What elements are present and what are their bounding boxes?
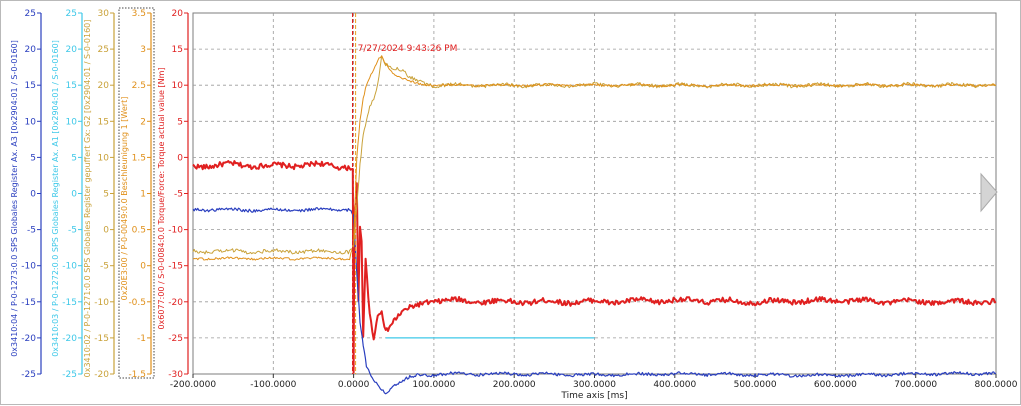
y-tick-label: -25: [21, 370, 36, 380]
y-tick-label: 1.5: [132, 153, 146, 163]
y-tick-label: 0.5: [132, 226, 146, 236]
y-tick-label: -0.5: [128, 298, 146, 308]
y-tick-label: -10: [21, 262, 36, 272]
y-tick-label: 3.5: [132, 9, 146, 19]
y-tick-label: 0: [103, 226, 109, 236]
y-tick-label: 15: [25, 81, 36, 91]
x-tick-label: 800.0000: [975, 380, 1018, 390]
scroll-right-arrow-icon[interactable]: [980, 172, 998, 213]
y-tick-label: 5: [103, 190, 109, 200]
y-tick-label: 25: [25, 9, 36, 19]
y-tick-label: -20: [94, 370, 109, 380]
y-tick-label: 20: [25, 45, 37, 55]
y-tick-label: 10: [172, 81, 184, 91]
y-axis-label: 0x3410:02 / P-0-1271:0.0 SPS Globales Re…: [83, 20, 92, 378]
y-tick-label: 20: [66, 45, 78, 55]
y-tick-label: 3: [140, 45, 146, 55]
y-tick-label: -25: [62, 370, 77, 380]
y-tick-label: 5: [177, 117, 183, 127]
y-axis-label: 0x3410:03 / P-0-1272:0.0 SPS Globales Re…: [51, 40, 60, 357]
x-axis-label: Time axis [ms]: [560, 391, 627, 401]
y-tick-label: -5: [68, 226, 77, 236]
y-tick-label: -15: [168, 262, 183, 272]
y-tick-label: 0: [140, 262, 146, 272]
y-tick-label: 0: [177, 153, 183, 163]
series-line: [192, 207, 997, 395]
x-tick-label: 500.0000: [734, 380, 777, 390]
x-tick-label: 200.0000: [493, 380, 536, 390]
y-tick-label: 2: [140, 117, 146, 127]
y-tick-label: 10: [98, 153, 110, 163]
y-tick-label: 20: [98, 81, 110, 91]
y-tick-label: -10: [62, 262, 77, 272]
y-tick-label: 5: [71, 153, 77, 163]
y-tick-label: -20: [62, 334, 77, 344]
selected-axis-box[interactable]: [118, 7, 155, 379]
cursor-timestamp-label: 7/27/2024 9:43:26 PM: [358, 44, 458, 54]
y-tick-label: -15: [94, 334, 109, 344]
x-tick-label: -200.0000: [170, 380, 216, 390]
x-tick-label: 700.0000: [894, 380, 937, 390]
y-tick-label: 0: [71, 190, 77, 200]
y-tick-label: -15: [62, 298, 77, 308]
y-tick-label: 10: [25, 117, 37, 127]
y-tick-label: 1: [140, 190, 146, 200]
y-tick-label: 5: [30, 153, 36, 163]
x-tick-label: 600.0000: [814, 380, 857, 390]
y-tick-label: -20: [168, 298, 183, 308]
y-tick-label: -30: [168, 370, 183, 380]
series-line: [192, 55, 997, 261]
y-tick-label: -1.5: [128, 370, 146, 380]
y-axis-label: 0x6077:00 / S-0-0084:0.0 Torque/Force: T…: [157, 67, 166, 329]
y-tick-label: -5: [100, 262, 109, 272]
y-tick-label: 15: [66, 81, 77, 91]
y-tick-label: -10: [94, 298, 109, 308]
y-tick-label: -20: [21, 334, 36, 344]
y-tick-label: -1: [137, 334, 146, 344]
x-tick-label: 100.0000: [412, 380, 455, 390]
y-tick-label: 15: [172, 45, 183, 55]
x-tick-label: -100.0000: [250, 380, 296, 390]
y-axis-label: 0x20E3:00 / P-0-0049:0.0 Beschleunigung …: [120, 97, 129, 301]
y-tick-label: -15: [21, 298, 36, 308]
y-tick-label: 25: [66, 9, 77, 19]
y-tick-label: 0: [30, 190, 36, 200]
y-axis-label: 0x3410:04 / P-0-1273:0.0 SPS Globales Re…: [10, 40, 19, 357]
y-tick-label: 25: [98, 45, 109, 55]
y-tick-label: -25: [168, 334, 183, 344]
y-tick-label: 20: [172, 9, 184, 19]
y-tick-label: 15: [98, 117, 109, 127]
x-tick-label: 400.0000: [653, 380, 696, 390]
y-tick-label: 30: [98, 9, 110, 19]
series-line: [192, 160, 997, 374]
y-tick-label: -5: [27, 226, 36, 236]
y-tick-label: -5: [174, 190, 183, 200]
y-tick-label: 10: [66, 117, 78, 127]
y-tick-label: -10: [168, 226, 183, 236]
x-tick-label: 300.0000: [573, 380, 616, 390]
y-tick-label: 2.5: [132, 81, 146, 91]
x-tick-label: 0.0000: [338, 380, 370, 390]
